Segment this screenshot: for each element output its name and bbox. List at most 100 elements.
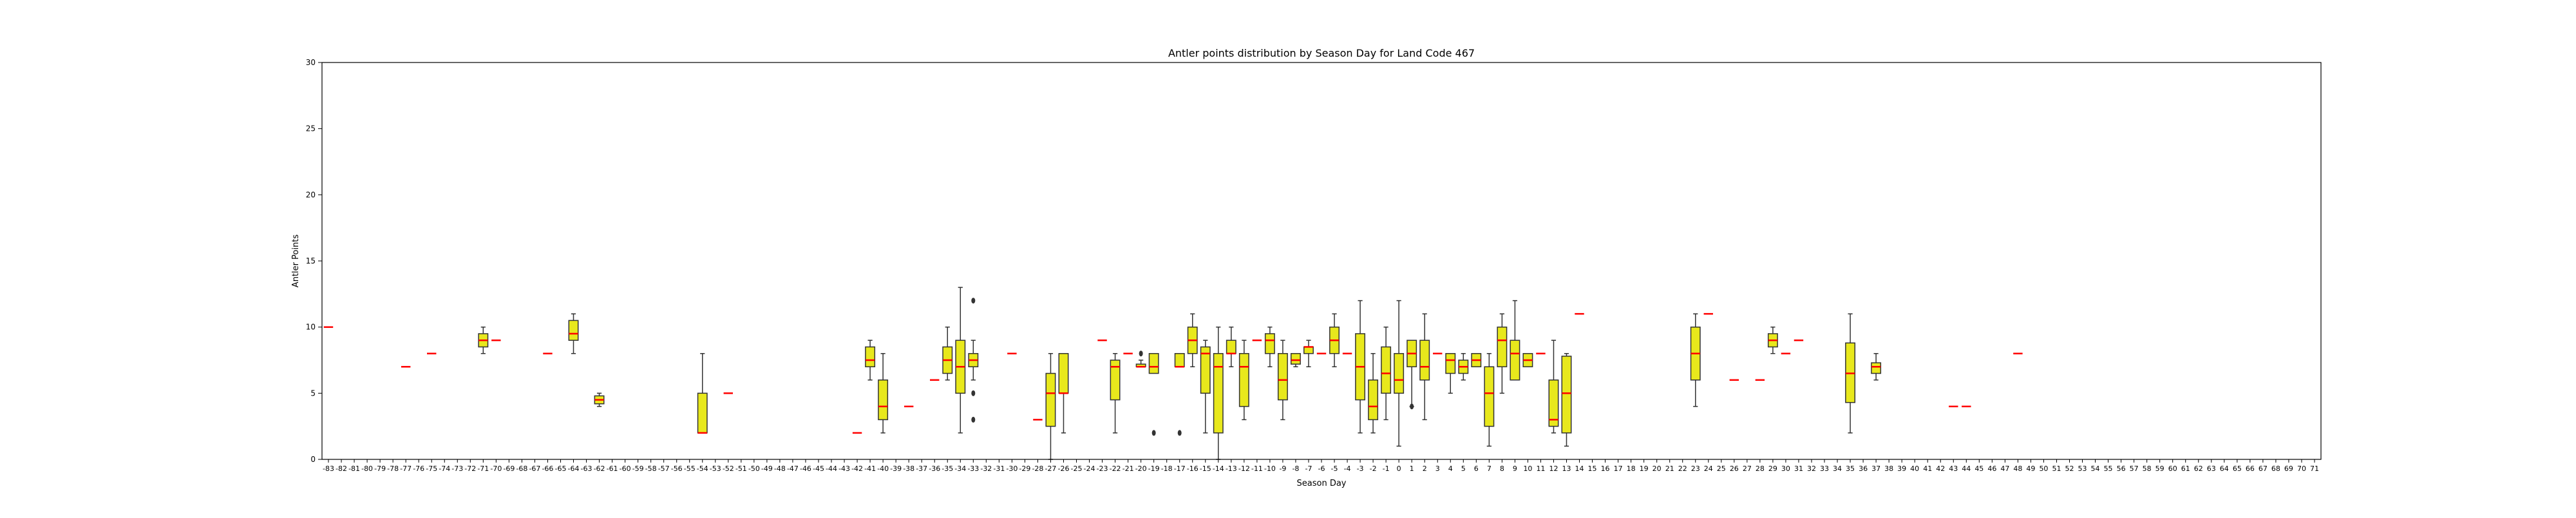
x-tick-label: -65 bbox=[554, 465, 566, 473]
x-tick-label: -48 bbox=[774, 465, 786, 473]
box-iqr bbox=[568, 320, 579, 341]
box-iqr bbox=[1238, 352, 1249, 407]
x-tick-label: 56 bbox=[2117, 465, 2126, 473]
x-tick-label: 17 bbox=[1614, 465, 1623, 473]
x-tick-label: -41 bbox=[864, 465, 876, 473]
box-plot-group bbox=[1290, 352, 1301, 368]
x-tick-label: 11 bbox=[1536, 465, 1545, 473]
box-iqr bbox=[1419, 340, 1430, 381]
x-tick-label: 7 bbox=[1487, 465, 1492, 473]
box-iqr bbox=[1226, 340, 1236, 354]
box-plot-group bbox=[1355, 300, 1366, 434]
x-tick-label: 19 bbox=[1640, 465, 1649, 473]
box-plot-group bbox=[1381, 326, 1392, 421]
x-tick-label: 28 bbox=[1756, 465, 1765, 473]
x-tick-label: -3 bbox=[1357, 465, 1364, 473]
x-tick-label: -36 bbox=[929, 465, 940, 473]
box-plot-group bbox=[1187, 313, 1198, 368]
x-tick-label: -37 bbox=[916, 465, 927, 473]
box-plot-group bbox=[1110, 352, 1121, 434]
box-plot-group bbox=[1497, 313, 1508, 394]
x-tick-label: -35 bbox=[942, 465, 953, 473]
x-tick-label: 6 bbox=[1474, 465, 1479, 473]
outlier-point bbox=[1151, 430, 1156, 436]
y-axis: 0 5 10 15 20 25 30 bbox=[306, 58, 322, 464]
y-tick-label: 20 bbox=[306, 190, 316, 199]
x-tick-label: 26 bbox=[1730, 465, 1739, 473]
box-plot-group bbox=[1303, 340, 1314, 368]
box-plot-group bbox=[1845, 313, 1856, 434]
x-tick-label: -81 bbox=[348, 465, 360, 473]
box-iqr bbox=[1045, 372, 1056, 427]
x-tick-label: -42 bbox=[851, 465, 863, 473]
x-tick-label: -8 bbox=[1292, 465, 1299, 473]
y-tick-label: 0 bbox=[310, 455, 316, 464]
x-tick-label: -26 bbox=[1057, 465, 1069, 473]
x-tick-label: 16 bbox=[1601, 465, 1610, 473]
box-iqr bbox=[1381, 346, 1392, 394]
x-tick-label: -52 bbox=[723, 465, 734, 473]
box-iqr bbox=[1148, 352, 1159, 374]
x-tick-label: 33 bbox=[1820, 465, 1829, 473]
x-tick-label: 65 bbox=[2233, 465, 2242, 473]
x-tick-label: -64 bbox=[568, 465, 580, 473]
outlier-point bbox=[1139, 350, 1143, 357]
box-iqr bbox=[1561, 356, 1572, 434]
x-tick-label: 48 bbox=[2013, 465, 2022, 473]
x-tick-label: 39 bbox=[1897, 465, 1906, 473]
x-tick-label: -54 bbox=[697, 465, 708, 473]
box-plot-group bbox=[594, 392, 605, 407]
x-tick-label: -77 bbox=[400, 465, 412, 473]
outlier-point bbox=[971, 390, 976, 396]
x-tick-label: 52 bbox=[2065, 465, 2074, 473]
x-tick-label: -74 bbox=[439, 465, 450, 473]
box-plot-group bbox=[1213, 326, 1224, 460]
x-tick-label: 70 bbox=[2297, 465, 2306, 473]
box-iqr bbox=[1368, 379, 1379, 421]
x-tick-label: -67 bbox=[529, 465, 540, 473]
x-tick-label: -4 bbox=[1344, 465, 1351, 473]
x-tick-label: -7 bbox=[1305, 465, 1312, 473]
box-plot-group bbox=[1148, 352, 1159, 436]
x-tick-label: 10 bbox=[1523, 465, 1532, 473]
x-tick-label: -46 bbox=[800, 465, 811, 473]
x-tick-label: -14 bbox=[1213, 465, 1224, 473]
x-tick-label: -1 bbox=[1383, 465, 1390, 473]
x-tick-label: 69 bbox=[2284, 465, 2293, 473]
x-tick-label: -53 bbox=[710, 465, 721, 473]
box-plot-group bbox=[1368, 352, 1379, 434]
x-tick-label: -34 bbox=[954, 465, 966, 473]
box-iqr bbox=[1497, 326, 1508, 368]
x-tick-label: 55 bbox=[2104, 465, 2113, 473]
x-tick-label: 71 bbox=[2310, 465, 2319, 473]
box-plot-group bbox=[1767, 326, 1778, 354]
box-plot-group bbox=[1690, 313, 1701, 407]
x-tick-label: 41 bbox=[1923, 465, 1932, 473]
x-tick-label: -25 bbox=[1071, 465, 1083, 473]
box-iqr bbox=[1510, 340, 1520, 381]
box-iqr bbox=[1174, 352, 1185, 368]
outlier-point bbox=[1177, 430, 1182, 436]
box-plot-group bbox=[1394, 300, 1405, 447]
x-tick-label: 27 bbox=[1743, 465, 1752, 473]
x-tick-label: -76 bbox=[413, 465, 424, 473]
x-tick-label: 23 bbox=[1691, 465, 1700, 473]
y-tick-label: 10 bbox=[306, 323, 316, 332]
x-tick-label: -17 bbox=[1174, 465, 1186, 473]
box-plot-group bbox=[1264, 326, 1275, 368]
x-tick-label: -30 bbox=[1006, 465, 1018, 473]
x-tick-label: -61 bbox=[607, 465, 618, 473]
x-tick-label: -49 bbox=[761, 465, 773, 473]
x-tick-label: 40 bbox=[1910, 465, 1919, 473]
box-plot-group bbox=[1045, 352, 1056, 460]
box-plot-group bbox=[1445, 352, 1456, 394]
x-tick-label: -58 bbox=[645, 465, 657, 473]
boxes-layer bbox=[323, 287, 2023, 460]
x-tick-label: 31 bbox=[1794, 465, 1803, 473]
x-tick-label: -47 bbox=[787, 465, 799, 473]
box-plot-group bbox=[1871, 352, 1882, 381]
x-tick-label: 2 bbox=[1423, 465, 1427, 473]
box-plot-group bbox=[878, 352, 889, 434]
box-iqr bbox=[1445, 352, 1456, 374]
